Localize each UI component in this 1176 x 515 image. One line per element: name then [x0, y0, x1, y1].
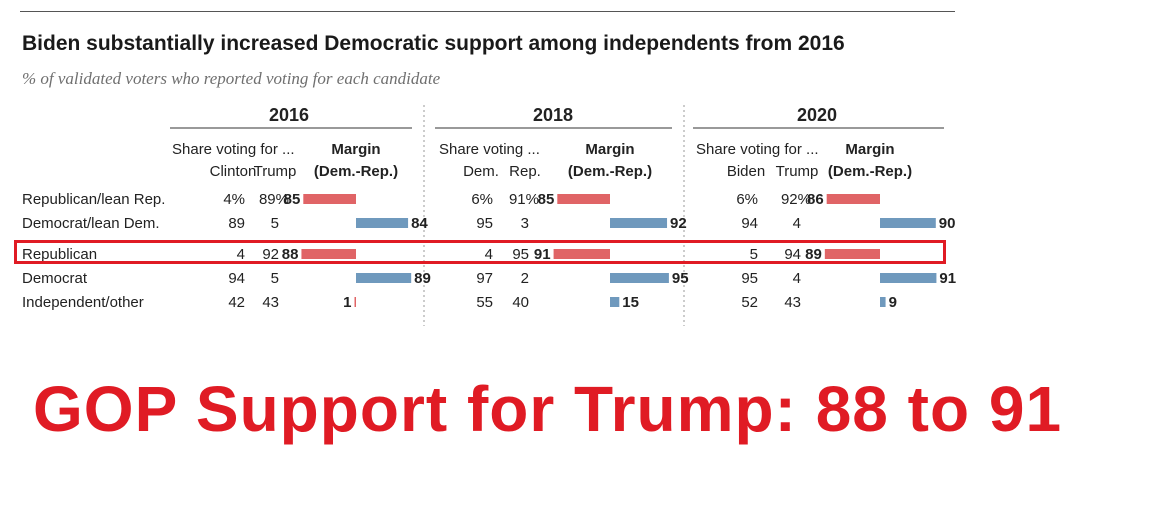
- col2-value: 95: [512, 246, 529, 263]
- caption-text: GOP Support for Trump: 88 to 91: [33, 373, 1063, 445]
- col2-value: 92: [262, 246, 279, 263]
- results-table: Republican/lean Rep. Democrat/lean Dem. Re…: [22, 105, 956, 326]
- col1-value: 42: [228, 294, 245, 311]
- share-header: Share voting ...: [439, 141, 540, 158]
- margin-header: Margin: [585, 141, 634, 158]
- col2-value: 3: [521, 215, 529, 232]
- margin-label: 89: [414, 270, 431, 287]
- col1-value: 97: [476, 270, 493, 287]
- row-label: Democrat/lean Dem.: [22, 215, 160, 232]
- col2-value: 4: [793, 270, 801, 287]
- col2-header: Trump: [254, 163, 297, 180]
- row-label: Republican/lean Rep.: [22, 191, 165, 208]
- margin-bar-rep: [553, 249, 610, 259]
- margin-subheader: (Dem.-Rep.): [314, 163, 398, 180]
- margin-label: 84: [411, 215, 428, 232]
- row-label: Democrat: [22, 270, 88, 287]
- col1-value: 4: [237, 246, 245, 263]
- col2-value: 2: [521, 270, 529, 287]
- margin-bar-dem: [356, 273, 412, 283]
- col1-header: Biden: [727, 163, 765, 180]
- margin-label: 92: [670, 215, 687, 232]
- year-header: 2016: [269, 105, 309, 125]
- col2-value: 89%: [259, 191, 289, 208]
- margin-bar-dem: [610, 273, 669, 283]
- col1-value: 52: [741, 294, 758, 311]
- margin-bar-dem: [356, 218, 409, 228]
- col1-value: 4: [485, 246, 493, 263]
- margin-label: 15: [622, 294, 639, 311]
- chart-title: Biden substantially increased Democratic…: [22, 32, 845, 55]
- margin-bar-dem: [880, 273, 937, 283]
- margin-label: 88: [282, 246, 299, 263]
- col2-value: 94: [784, 246, 801, 263]
- margin-bar-dem: [880, 218, 936, 228]
- margin-header: Margin: [331, 141, 380, 158]
- margin-bar-dem: [610, 297, 620, 307]
- col2-value: 43: [262, 294, 279, 311]
- margin-label: 85: [284, 191, 301, 208]
- col2-value: 43: [784, 294, 801, 311]
- year-header: 2018: [533, 105, 573, 125]
- margin-bar-rep: [824, 249, 880, 259]
- col1-value: 6%: [471, 191, 493, 208]
- col1-value: 6%: [736, 191, 758, 208]
- col1-value: 95: [741, 270, 758, 287]
- margin-label: 91: [939, 270, 956, 287]
- top-rule: [20, 11, 955, 12]
- year-header: 2020: [797, 105, 837, 125]
- col1-value: 94: [228, 270, 245, 287]
- col2-value: 40: [512, 294, 529, 311]
- margin-label: 89: [805, 246, 822, 263]
- margin-bar-rep: [826, 194, 880, 204]
- share-header: Share voting for ...: [696, 141, 819, 158]
- col1-value: 5: [750, 246, 758, 263]
- share-header: Share voting for ...: [172, 141, 295, 158]
- margin-bar-rep: [557, 194, 610, 204]
- margin-label: 95: [672, 270, 689, 287]
- col1-header: Clinton: [210, 163, 257, 180]
- col1-value: 94: [741, 215, 758, 232]
- col2-value: 92%: [781, 191, 811, 208]
- col1-header: Dem.: [463, 163, 499, 180]
- margin-label: 9: [889, 294, 897, 311]
- col1-value: 89: [228, 215, 245, 232]
- margin-bar-dem: [610, 218, 668, 228]
- chart-subtitle: % of validated voters who reported votin…: [22, 69, 441, 88]
- margin-label: 85: [538, 191, 555, 208]
- margin-label: 1: [343, 294, 351, 311]
- margin-bar-rep: [354, 297, 356, 307]
- col1-value: 95: [476, 215, 493, 232]
- col1-value: 55: [476, 294, 493, 311]
- margin-bar-rep: [303, 194, 356, 204]
- margin-label: 91: [534, 246, 551, 263]
- margin-bar-rep: [301, 249, 356, 259]
- margin-label: 90: [939, 215, 956, 232]
- col2-value: 5: [271, 270, 279, 287]
- row-label: Independent/other: [22, 294, 144, 311]
- margin-header: Margin: [845, 141, 894, 158]
- col2-value: 91%: [509, 191, 539, 208]
- margin-subheader: (Dem.-Rep.): [828, 163, 912, 180]
- col2-header: Trump: [776, 163, 819, 180]
- margin-bar-dem: [880, 297, 886, 307]
- republican-row-highlight: [14, 240, 946, 264]
- col2-value: 4: [793, 215, 801, 232]
- margin-subheader: (Dem.-Rep.): [568, 163, 652, 180]
- col2-header: Rep.: [509, 163, 541, 180]
- col2-value: 5: [271, 215, 279, 232]
- col1-value: 4%: [223, 191, 245, 208]
- margin-label: 86: [807, 191, 824, 208]
- row-label: Republican: [22, 246, 97, 263]
